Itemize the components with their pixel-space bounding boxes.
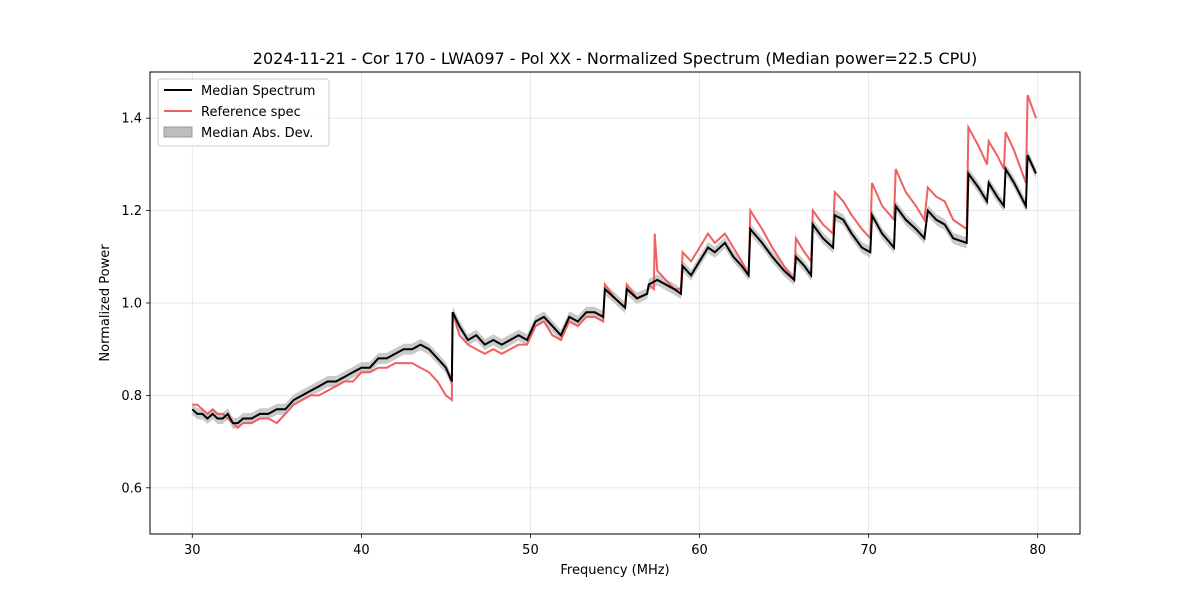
x-axis-label: Frequency (MHz)	[560, 563, 669, 578]
x-tick-label: 50	[522, 543, 539, 558]
legend-mad-swatch	[163, 126, 193, 138]
y-axis-label: Normalized Power	[98, 244, 113, 362]
y-tick-label: 0.6	[121, 481, 142, 496]
x-tick-label: 70	[860, 543, 877, 558]
y-tick-label: 1.4	[121, 112, 142, 127]
legend-median-label: Median Spectrum	[201, 84, 315, 99]
legend-box	[157, 78, 330, 147]
y-tick-label: 0.8	[121, 389, 142, 404]
x-tick-label: 40	[353, 543, 370, 558]
x-tick-label: 60	[691, 543, 708, 558]
y-axis-ticks: 0.6 0.8 1.0 1.2 1.4	[121, 112, 150, 496]
legend-mad-label: Median Abs. Dev.	[201, 126, 313, 141]
series-median-spectrum	[191, 154, 1037, 425]
y-tick-label: 1.2	[121, 204, 142, 219]
series-layer	[191, 94, 1037, 430]
chart-title: 2024-11-21 - Cor 170 - LWA097 - Pol XX -…	[253, 49, 977, 68]
x-tick-label: 30	[184, 543, 201, 558]
x-tick-label: 80	[1029, 543, 1046, 558]
y-tick-label: 1.0	[121, 297, 142, 312]
x-axis-ticks: 30 40 50 60 70 80	[184, 534, 1046, 558]
legend: Median Spectrum Reference spec Median Ab…	[157, 78, 330, 147]
legend-reference-label: Reference spec	[201, 105, 301, 120]
